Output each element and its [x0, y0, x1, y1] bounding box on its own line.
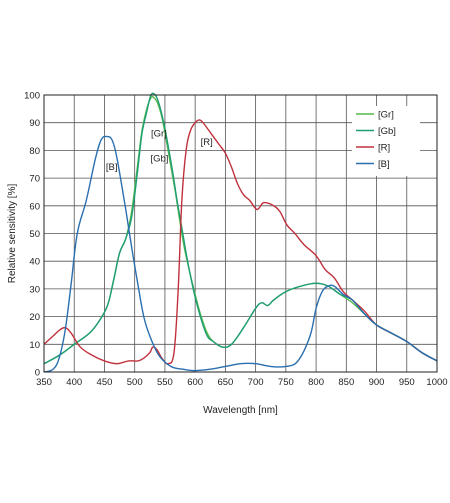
x-tick-label: 950 — [399, 377, 415, 388]
curve-annotation: [Gr] — [151, 129, 167, 140]
x-tick-label: 1000 — [426, 377, 447, 388]
x-tick-label: 900 — [369, 377, 385, 388]
x-tick-label: 750 — [278, 377, 294, 388]
x-tick-label: 500 — [127, 377, 143, 388]
legend-label: [B] — [378, 159, 390, 170]
y-tick-label: 60 — [29, 201, 40, 212]
curve-annotation: [Gb] — [151, 153, 169, 164]
series-line-1 — [43, 92, 438, 365]
legend-label: [Gr] — [378, 110, 394, 121]
x-tick-label: 450 — [97, 377, 113, 388]
y-tick-label: 0 — [35, 368, 40, 379]
y-tick-label: 80 — [29, 146, 40, 157]
legend-label: [Gb] — [378, 126, 396, 137]
curve-annotations: [B] [Gr] [Gb] [R] — [106, 129, 213, 173]
x-tick-label: 550 — [157, 377, 173, 388]
y-tick-labels: 0 10 20 30 40 50 60 70 80 90 100 — [24, 91, 40, 379]
plot-frame — [43, 94, 438, 373]
x-tick-label: 700 — [248, 377, 264, 388]
x-axis-label: Wavelength [nm] — [203, 405, 278, 416]
x-tick-label: 850 — [338, 377, 354, 388]
y-tick-label: 20 — [29, 312, 40, 323]
x-tick-label: 600 — [187, 377, 203, 388]
y-tick-label: 100 — [24, 91, 40, 102]
y-tick-label: 50 — [29, 229, 40, 240]
legend-label: [R] — [378, 143, 390, 154]
y-tick-label: 30 — [29, 284, 40, 295]
x-tick-label: 350 — [36, 377, 52, 388]
x-tick-label: 650 — [217, 377, 233, 388]
y-tick-label: 40 — [29, 257, 40, 268]
y-axis-label: Relative sensitivity [%] — [7, 184, 18, 284]
x-tick-labels: 350 400 450 500 550 600 650 700 750 800 850 900 950 1… — [36, 377, 448, 388]
curve-annotation: [B] — [106, 162, 118, 173]
y-tick-label: 10 — [29, 340, 40, 351]
x-tick-label: 400 — [66, 377, 82, 388]
series-lines — [43, 92, 438, 373]
series-line-3 — [43, 135, 438, 373]
legend: [Gr] [Gb] [R] [B] — [352, 106, 420, 176]
y-tick-label: 70 — [29, 174, 40, 185]
series-line-2 — [43, 119, 438, 365]
curve-annotation: [R] — [201, 137, 213, 148]
x-tick-label: 800 — [308, 377, 324, 388]
legend-box — [352, 106, 420, 176]
y-tick-label: 90 — [29, 118, 40, 129]
